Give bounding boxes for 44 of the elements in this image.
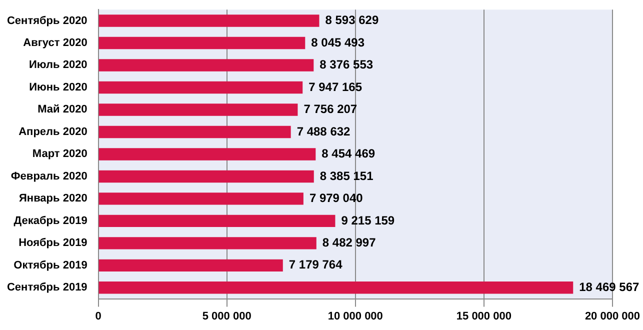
y-tick-label: Январь 2020 xyxy=(19,192,88,205)
y-tick-label: Ноябрь 2019 xyxy=(18,237,88,250)
x-tick-label: 5 000 000 xyxy=(202,310,252,322)
data-label: 8 482 997 xyxy=(322,235,376,250)
y-tick-label: Июль 2020 xyxy=(29,59,88,72)
data-label: 7 488 632 xyxy=(296,124,351,138)
y-tick-label: Июнь 2020 xyxy=(29,81,88,94)
bar xyxy=(98,59,314,72)
bar xyxy=(98,14,320,27)
y-tick-label: Март 2020 xyxy=(32,148,88,160)
bar xyxy=(98,104,298,116)
y-tick-label: Октябрь 2019 xyxy=(14,259,88,272)
bar xyxy=(98,237,316,250)
y-tick-label: Сентябрь 2019 xyxy=(6,282,88,294)
bar xyxy=(98,148,316,160)
y-tick-label: Декабрь 2019 xyxy=(14,214,88,227)
data-label: 9 215 159 xyxy=(341,213,395,228)
y-tick-label: Апрель 2020 xyxy=(18,126,88,138)
x-tick-label: 0 xyxy=(95,310,102,322)
bar xyxy=(98,36,306,50)
data-label: 7 947 165 xyxy=(308,80,362,94)
data-label: 8 045 493 xyxy=(311,35,365,50)
data-label: 7 756 207 xyxy=(304,102,358,116)
y-tick-label: Май 2020 xyxy=(38,104,88,116)
y-tick-label: Сентябрь 2020 xyxy=(6,14,88,27)
y-tick-label: Август 2020 xyxy=(23,37,88,49)
bar xyxy=(98,81,303,94)
data-label: 8 593 629 xyxy=(325,13,379,28)
x-tick-label: 10 000 000 xyxy=(328,310,383,322)
bar xyxy=(98,214,336,228)
data-label: 8 385 151 xyxy=(320,168,374,183)
data-label: 7 979 040 xyxy=(309,191,364,206)
data-label: 8 454 469 xyxy=(322,146,376,161)
data-label: 18 469 567 xyxy=(579,280,640,294)
bar xyxy=(98,192,304,205)
x-tick-label: 20 000 000 xyxy=(584,310,640,322)
bar xyxy=(98,170,314,183)
data-label: 7 179 764 xyxy=(288,258,343,272)
bar xyxy=(98,126,291,138)
bar xyxy=(98,282,574,294)
x-tick-label: 15 000 000 xyxy=(456,310,512,322)
bar xyxy=(98,259,283,272)
data-label: 8 376 553 xyxy=(320,58,374,72)
y-tick-label: Февраль 2020 xyxy=(10,170,88,182)
